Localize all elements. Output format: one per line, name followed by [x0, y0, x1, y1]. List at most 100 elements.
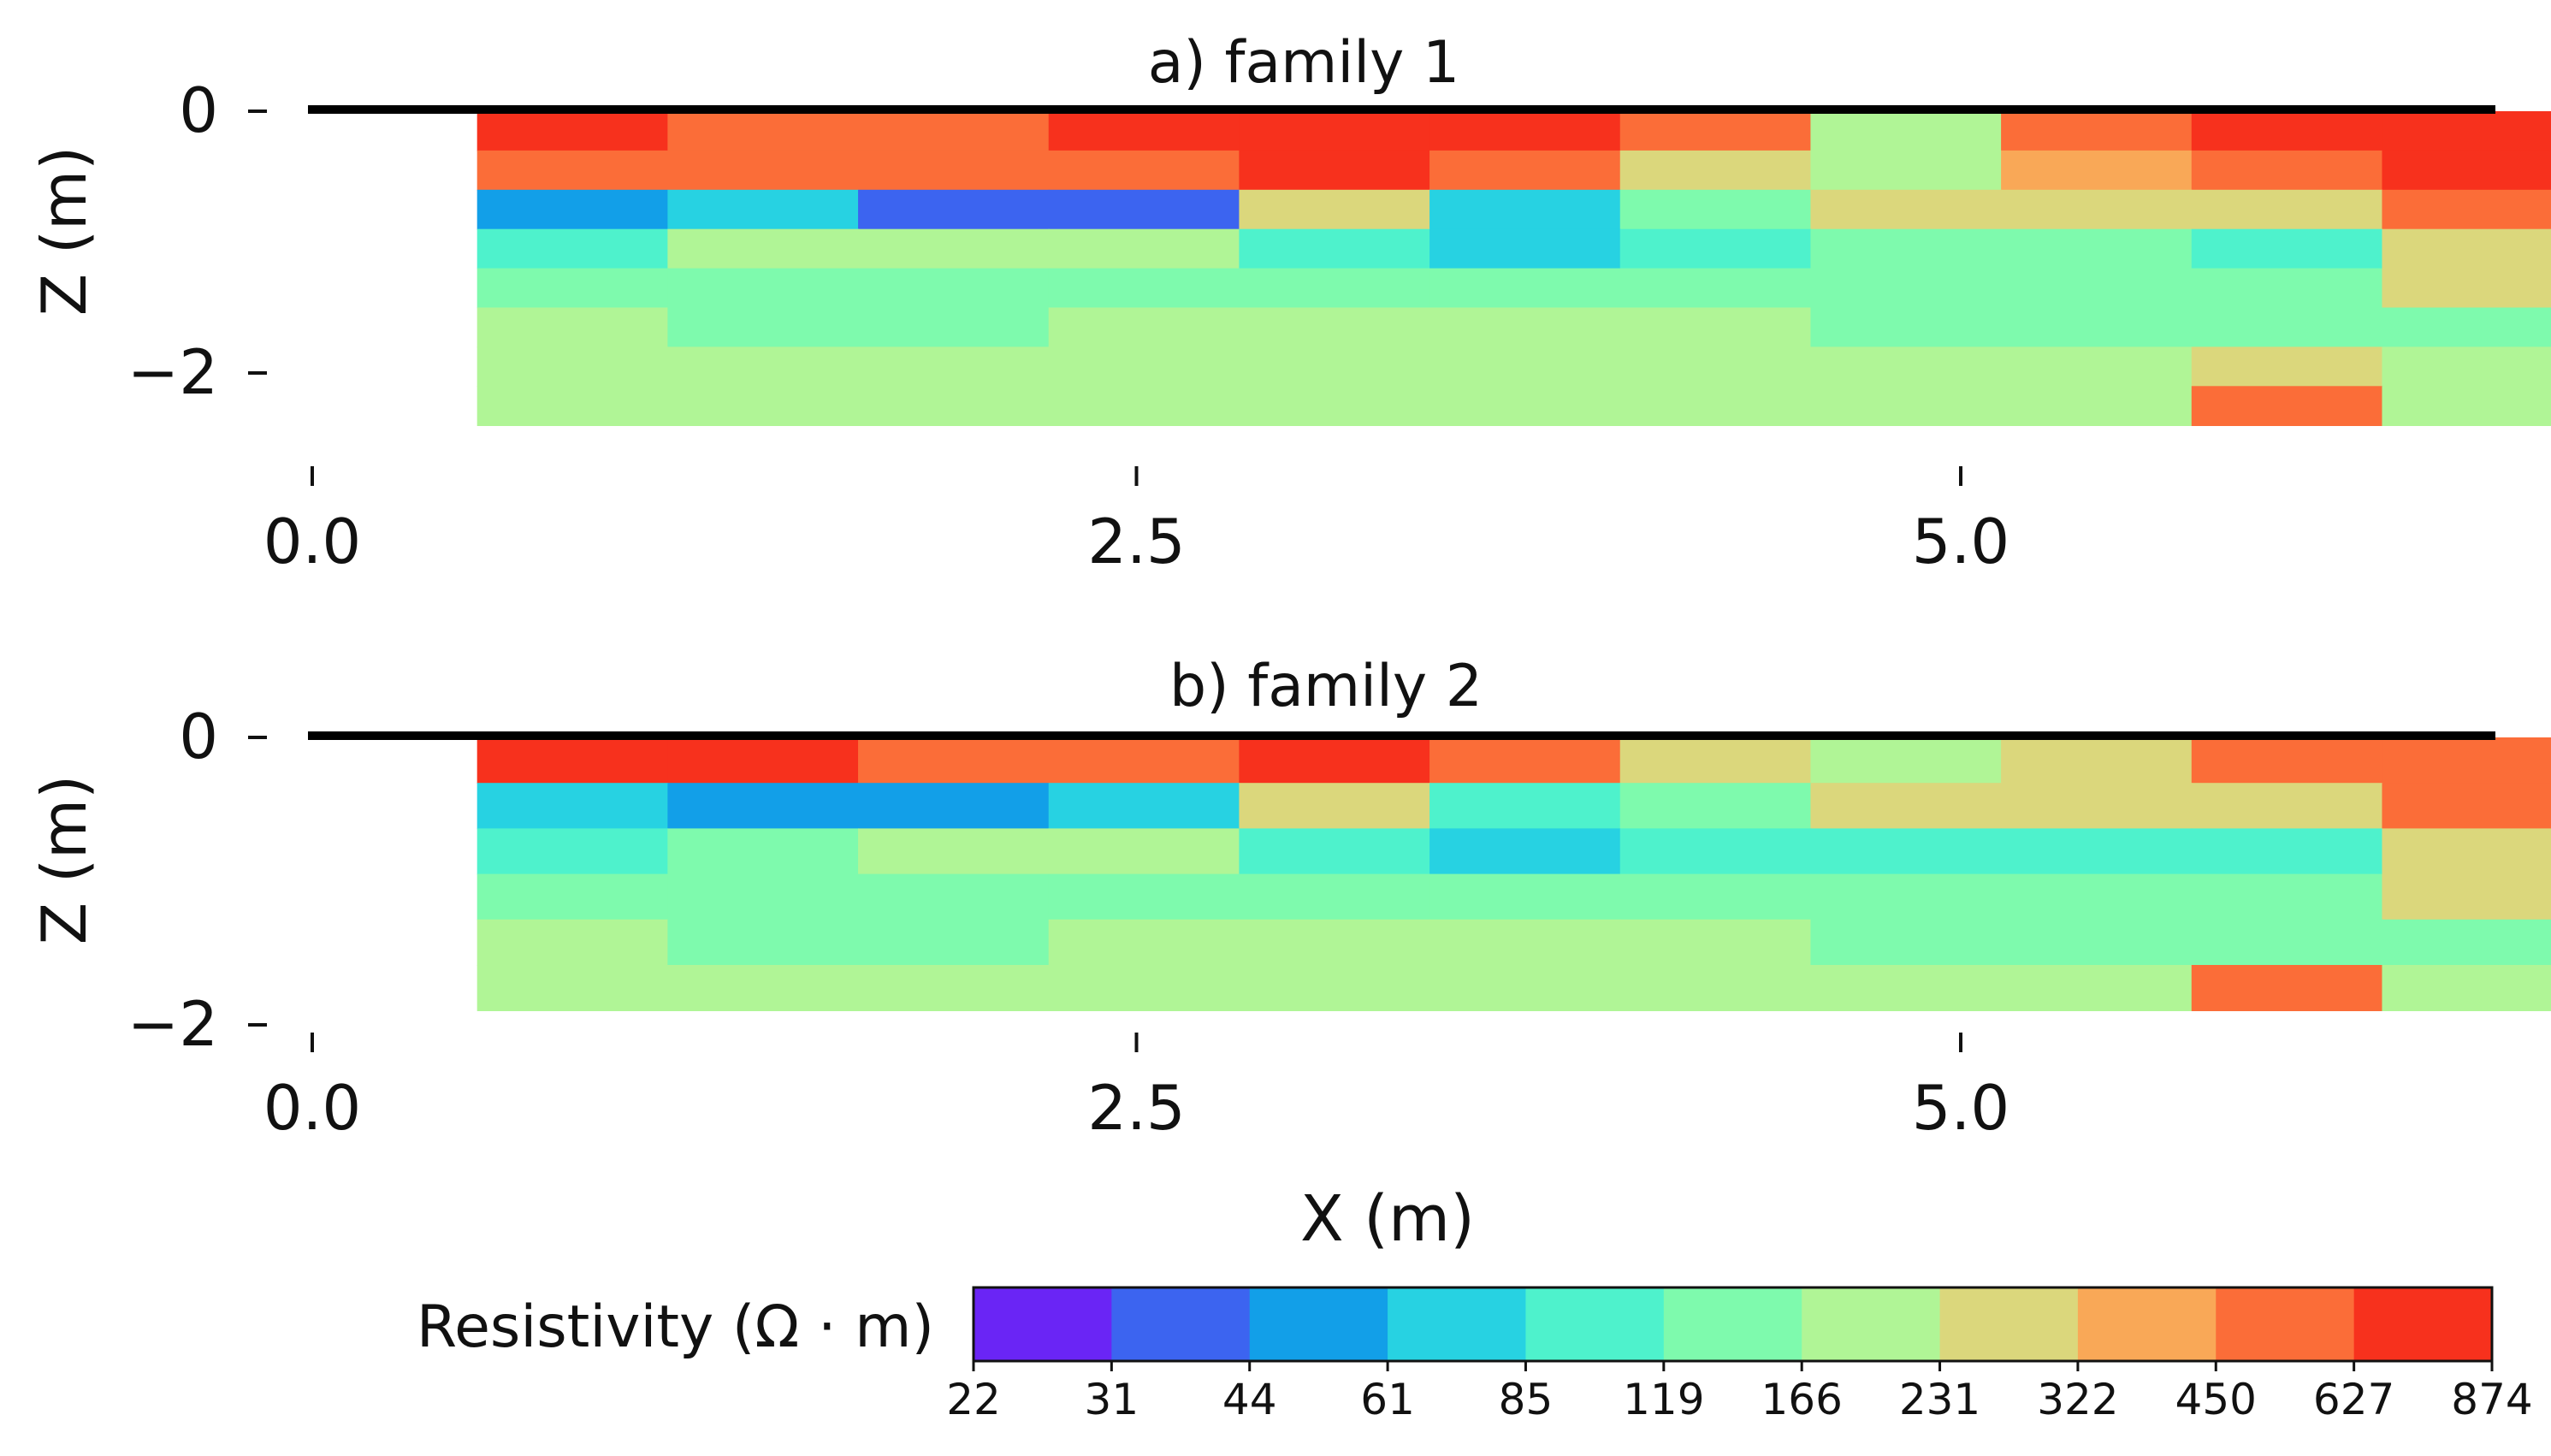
heat-cell — [1429, 189, 1621, 230]
heat-cell — [1048, 919, 1240, 966]
colorbar-swatch — [2077, 1287, 2217, 1361]
heat-cell — [1810, 873, 2002, 920]
heat-cell — [667, 737, 859, 784]
heat-cell — [1810, 965, 2002, 1011]
heat-cell — [1048, 873, 1240, 920]
x-tick-label: 5.0 — [1912, 1072, 2010, 1144]
heat-cell — [1429, 111, 1621, 151]
heat-cell — [1239, 783, 1430, 830]
heat-cell — [2191, 189, 2383, 230]
colorbar-swatch — [1388, 1287, 1527, 1361]
heat-cell — [1810, 150, 2002, 191]
heat-cell — [1619, 737, 1812, 784]
heat-cell — [1429, 228, 1621, 269]
heat-cell — [858, 919, 1050, 966]
heat-cell — [667, 919, 859, 966]
colorbar-tick-label: 44 — [1222, 1375, 1277, 1424]
heat-cell — [2001, 307, 2193, 348]
heat-cell — [2382, 189, 2551, 230]
heat-cell — [1048, 965, 1240, 1011]
heat-cell — [667, 268, 859, 309]
heat-cell — [858, 307, 1050, 348]
colorbar-swatch — [1939, 1287, 2079, 1361]
heat-cell — [2001, 737, 2193, 784]
heat-cell — [2382, 386, 2551, 426]
heat-cell — [2382, 965, 2551, 1011]
x-tick-label: 2.5 — [1087, 506, 1186, 577]
colorbar-tick-label: 119 — [1623, 1375, 1704, 1424]
heat-cell — [1429, 873, 1621, 920]
heat-cell — [2382, 828, 2551, 875]
colorbar-tick-label: 627 — [2313, 1375, 2394, 1424]
heat-cell — [2191, 111, 2383, 151]
heat-cell — [1048, 386, 1240, 426]
heat-cell — [1429, 828, 1621, 875]
colorbar-swatch — [1802, 1287, 1941, 1361]
heat-cell — [2001, 228, 2193, 269]
heat-cell — [667, 150, 859, 191]
x-tick-label: 2.5 — [1087, 1072, 1186, 1144]
heat-cell — [1048, 783, 1240, 830]
panel-a: a) family 1 0−2 0.02.55.07.510.012.515.0… — [28, 29, 2551, 577]
heat-cell — [1810, 189, 2002, 230]
heat-cell — [1619, 346, 1812, 388]
heat-cell — [1239, 111, 1430, 151]
heat-cell — [1048, 346, 1240, 388]
heat-cell — [1239, 828, 1430, 875]
heat-cell — [2191, 965, 2383, 1011]
heat-cell — [858, 737, 1050, 784]
panel-b-title: b) family 2 — [1169, 653, 1483, 720]
heat-cell — [1810, 228, 2002, 269]
heat-cell — [858, 268, 1050, 309]
heat-cell — [2191, 737, 2383, 784]
heat-cell — [2191, 307, 2383, 348]
colorbar-tick-label: 31 — [1085, 1375, 1139, 1424]
heat-cell — [2191, 346, 2383, 388]
colorbar-tick-label: 85 — [1499, 1375, 1554, 1424]
heat-cell — [1429, 386, 1621, 426]
heat-cell — [1619, 965, 1812, 1011]
heat-cell — [858, 150, 1050, 191]
heat-cell — [1239, 386, 1430, 426]
heat-cell — [2382, 307, 2551, 348]
heat-cell — [2191, 150, 2383, 191]
heat-cell — [1429, 965, 1621, 1011]
heat-cell — [667, 873, 859, 920]
heat-cell — [476, 307, 669, 348]
colorbar-swatch — [1249, 1287, 1388, 1361]
heat-cell — [2001, 783, 2193, 830]
heat-cell — [2001, 873, 2193, 920]
panel-a-title: a) family 1 — [1148, 29, 1460, 97]
panel-b: b) family 2 0−2 0.02.55.07.510.012.515.0… — [28, 653, 2551, 1256]
colorbar: Resistivity (Ω · m) 22 31 44 61 85 119 166 231 3… — [417, 1286, 2533, 1424]
panel-a-x-axis: 0.02.55.07.510.012.515.0 — [263, 466, 2009, 577]
heat-cell — [1239, 965, 1430, 1011]
heat-cell — [1810, 828, 2002, 875]
heat-cell — [2382, 346, 2551, 388]
heat-cell — [1429, 268, 1621, 309]
y-tick-label: 0 — [179, 74, 218, 146]
heat-cell — [476, 873, 669, 920]
heat-cell — [476, 228, 669, 269]
heat-cell — [1429, 346, 1621, 388]
heat-cell — [667, 965, 859, 1011]
heat-cell — [476, 268, 669, 309]
panel-a-y-axis: 0 −2 — [127, 74, 267, 408]
heat-cell — [2382, 783, 2551, 830]
heat-cell — [1619, 307, 1812, 348]
heat-cell — [1810, 268, 2002, 309]
colorbar-frame — [972, 1286, 2494, 1363]
heat-cell — [667, 346, 859, 388]
panel-b-y-axis: 0 −2 — [127, 701, 267, 1060]
heat-cell — [1239, 189, 1430, 230]
heat-cell — [1048, 228, 1240, 269]
heat-cell — [2001, 111, 2193, 151]
heat-cell — [1810, 919, 2002, 966]
heat-cell — [476, 919, 669, 966]
heat-cell — [858, 228, 1050, 269]
x-tick-label: 0.0 — [263, 1072, 362, 1144]
heat-cell — [2001, 386, 2193, 426]
heat-cell — [667, 828, 859, 875]
heat-cell — [2382, 111, 2551, 151]
